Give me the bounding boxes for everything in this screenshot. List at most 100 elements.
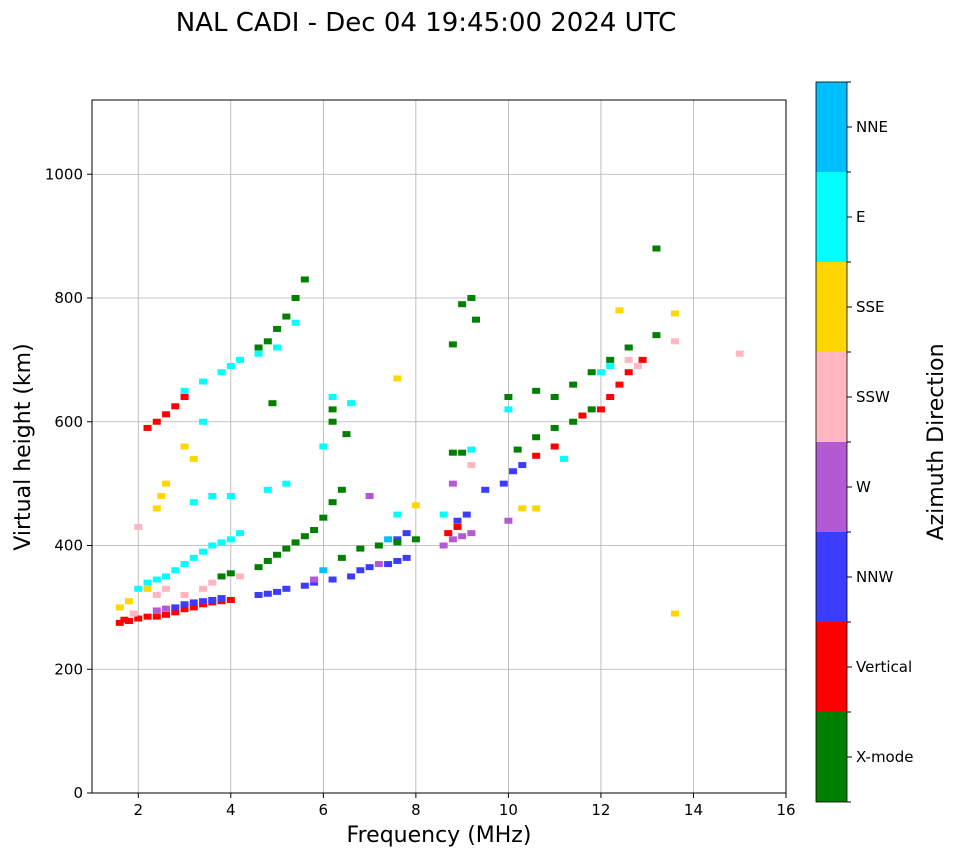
data-point-vertical: [125, 617, 134, 624]
data-point-e: [152, 576, 161, 583]
data-point-e: [226, 493, 235, 499]
data-point-e: [180, 561, 189, 568]
data-point-e: [328, 394, 337, 400]
data-point-sse: [670, 610, 679, 617]
data-point-x-mode: [532, 387, 541, 394]
colorbar-swatch-x-mode: [816, 712, 847, 802]
data-point-e: [143, 579, 152, 586]
y-tick-label: 1000: [45, 165, 83, 183]
x-tick-label: 14: [684, 801, 703, 819]
data-point-x-mode: [273, 551, 282, 558]
y-tick-label: 800: [54, 289, 83, 307]
data-point-nnw: [217, 595, 226, 602]
data-point-nne: [319, 567, 328, 574]
data-point-x-mode: [569, 381, 578, 388]
data-point-sse: [157, 493, 166, 499]
data-point-vertical: [171, 403, 180, 410]
data-point-sse: [162, 480, 171, 487]
data-point-x-mode: [504, 394, 513, 400]
data-point-x-mode: [652, 332, 661, 339]
colorbar-label-ssw: SSW: [856, 388, 890, 406]
y-axis-ticks: 0 200 400 600 800 1000: [45, 165, 92, 802]
y-axis-label: Virtual height (km): [11, 343, 36, 550]
data-point-e: [596, 369, 605, 376]
data-point-sse: [115, 604, 124, 611]
data-point-x-mode: [310, 527, 319, 534]
colorbar-swatch-sse: [816, 262, 847, 352]
data-point-nnw: [328, 576, 337, 583]
data-point-nnw: [199, 598, 208, 605]
data-point-e: [217, 369, 226, 376]
data-point-x-mode: [342, 431, 351, 438]
data-point-x-mode: [319, 514, 328, 521]
data-point-e: [199, 548, 208, 555]
data-point-e: [254, 350, 263, 357]
data-point-sse: [189, 455, 198, 462]
data-point-vertical: [199, 601, 208, 608]
data-point-sse: [411, 502, 420, 509]
plot-frame: [91, 99, 787, 794]
data-point-ssw: [735, 350, 744, 357]
data-point-vertical: [115, 619, 124, 626]
data-point-vertical: [550, 443, 559, 450]
data-points: [115, 245, 744, 626]
data-point-vertical: [596, 406, 605, 413]
data-point-x-mode: [291, 295, 300, 301]
data-point-e: [180, 387, 189, 394]
data-point-vertical: [143, 613, 152, 620]
data-point-x-mode: [513, 446, 522, 453]
x-tick-label: 4: [226, 801, 236, 819]
data-point-ssw: [208, 579, 217, 586]
data-point-x-mode: [328, 499, 337, 506]
data-point-e: [606, 363, 615, 370]
data-point-x-mode: [458, 449, 467, 456]
data-point-vertical: [162, 611, 171, 618]
data-point-vertical: [444, 530, 453, 537]
data-point-x-mode: [467, 295, 476, 301]
data-point-vertical: [189, 604, 198, 611]
data-point-nnw: [180, 601, 189, 608]
data-point-vertical: [615, 381, 624, 388]
data-point-vertical: [624, 369, 633, 376]
data-point-e: [162, 573, 171, 580]
data-point-nnw: [263, 590, 272, 597]
data-point-nnw: [393, 557, 402, 564]
colorbar-label-vertical: Vertical: [856, 658, 912, 676]
data-point-x-mode: [448, 341, 457, 348]
data-point-sse: [615, 307, 624, 314]
data-point-ssw: [129, 610, 138, 617]
grid-lines: [92, 100, 787, 794]
data-point-x-mode: [652, 245, 661, 252]
data-point-e: [439, 511, 448, 518]
data-point-vertical: [453, 523, 462, 530]
data-point-e: [559, 455, 568, 462]
data-point-vertical: [180, 606, 189, 613]
data-point-ssw: [467, 462, 476, 469]
x-axis-ticks: 2 4 6 8 10 12 14 16: [133, 793, 796, 819]
data-point-x-mode: [356, 545, 365, 552]
colorbar-label-e: E: [856, 208, 865, 226]
data-point-nnw: [356, 567, 365, 574]
data-point-vertical: [532, 452, 541, 459]
x-tick-label: 12: [591, 801, 610, 819]
data-point-ssw: [236, 573, 245, 580]
colorbar-label-x-mode: X-mode: [856, 748, 913, 766]
data-point-w: [504, 517, 513, 524]
data-point-x-mode: [587, 406, 596, 413]
data-point-sse: [152, 505, 161, 512]
data-point-ssw: [624, 356, 633, 363]
y-tick-label: 200: [54, 660, 83, 678]
data-point-x-mode: [411, 536, 420, 543]
data-point-e: [467, 446, 476, 453]
data-point-x-mode: [624, 344, 633, 351]
data-point-e: [393, 511, 402, 518]
x-axis-label: Frequency (MHz): [347, 823, 532, 848]
data-point-ssw: [670, 338, 679, 345]
data-point-nnw: [189, 599, 198, 606]
data-point-x-mode: [569, 418, 578, 425]
x-tick-label: 16: [776, 801, 795, 819]
data-point-x-mode: [328, 406, 337, 413]
data-point-vertical: [606, 394, 615, 400]
colorbar-swatch-nne: [816, 82, 847, 172]
data-point-e: [291, 319, 300, 326]
